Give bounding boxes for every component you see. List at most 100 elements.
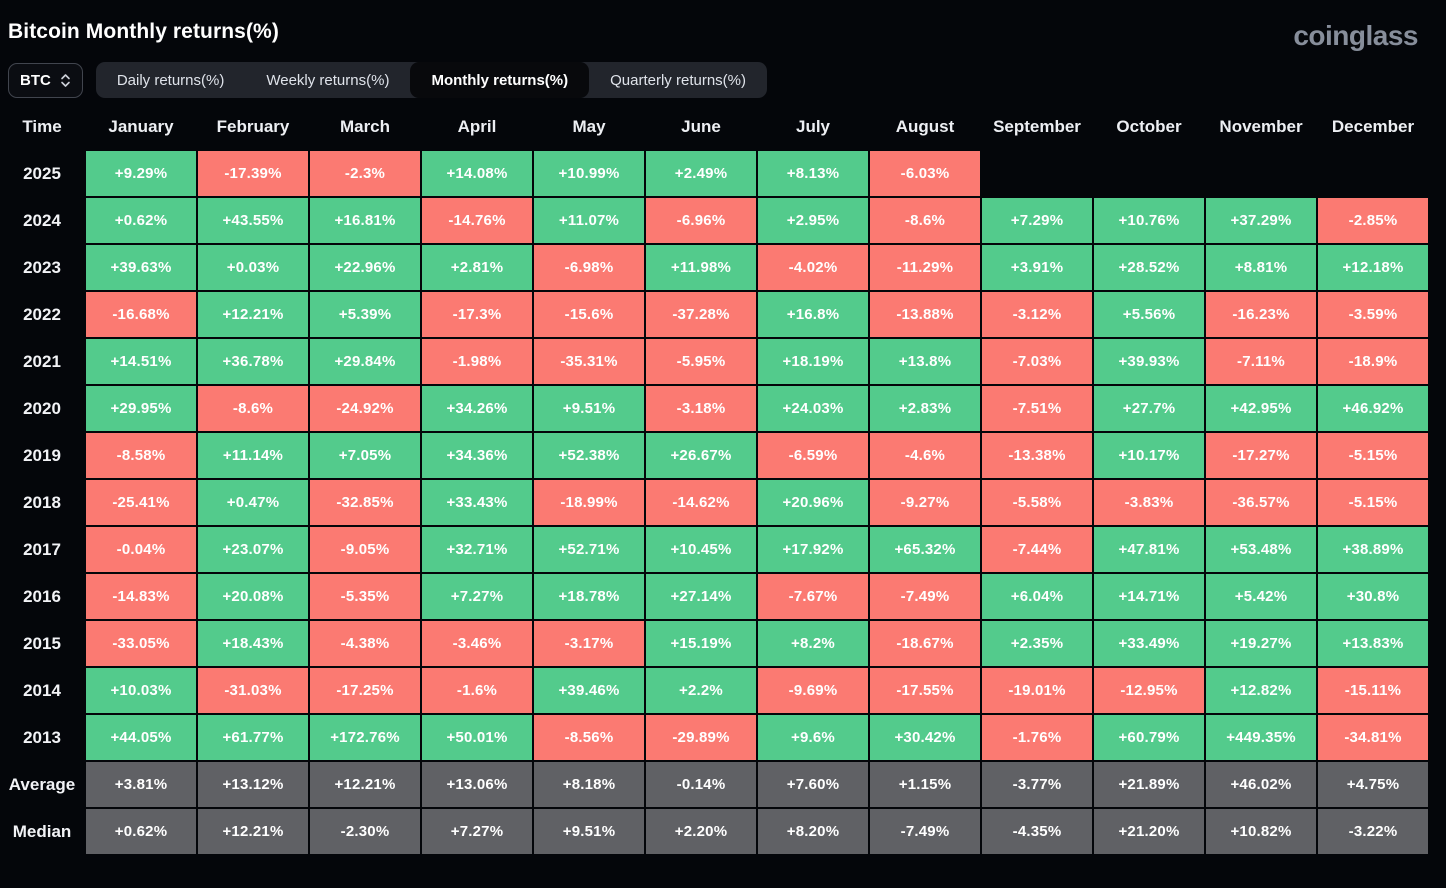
row-label: 2018 xyxy=(23,492,61,512)
return-cell: +7.27% xyxy=(422,809,532,854)
return-cell: +18.43% xyxy=(198,621,308,666)
tab-monthly-returns[interactable]: Monthly returns(%) xyxy=(410,62,590,98)
row-label: Median xyxy=(12,821,72,841)
return-cell: -15.6% xyxy=(534,292,644,337)
return-cell: +46.92% xyxy=(1318,386,1428,431)
return-cell: +65.32% xyxy=(870,527,980,572)
return-cell: +21.20% xyxy=(1094,809,1204,854)
return-cell: +13.83% xyxy=(1318,621,1428,666)
return-cell: +3.81% xyxy=(86,762,196,807)
return-cell: +24.03% xyxy=(758,386,868,431)
return-cell: -5.15% xyxy=(1318,480,1428,525)
column-header: March xyxy=(339,116,391,136)
return-cell: +27.7% xyxy=(1094,386,1204,431)
return-cell: +5.56% xyxy=(1094,292,1204,337)
return-cell: -25.41% xyxy=(86,480,196,525)
return-cell: +14.08% xyxy=(422,151,532,196)
return-cell: +20.96% xyxy=(758,480,868,525)
return-cell: +7.60% xyxy=(758,762,868,807)
return-cell: -3.59% xyxy=(1318,292,1428,337)
return-cell: +34.36% xyxy=(422,433,532,478)
return-cell: +7.27% xyxy=(422,574,532,619)
return-cell: -4.38% xyxy=(310,621,420,666)
return-cell: -17.39% xyxy=(198,151,308,196)
return-cell: +15.19% xyxy=(646,621,756,666)
return-cell: +1.15% xyxy=(870,762,980,807)
return-cell: -3.18% xyxy=(646,386,756,431)
return-cell: +10.99% xyxy=(534,151,644,196)
return-cell: +10.17% xyxy=(1094,433,1204,478)
return-cell: -1.98% xyxy=(422,339,532,384)
return-cell: +0.03% xyxy=(198,245,308,290)
column-header: August xyxy=(895,116,955,136)
row-label: 2016 xyxy=(23,586,61,606)
symbol-select[interactable]: BTC xyxy=(8,62,83,98)
return-cell: +33.43% xyxy=(422,480,532,525)
row-label: 2019 xyxy=(23,445,61,465)
return-cell: -8.6% xyxy=(870,198,980,243)
return-cell: +2.83% xyxy=(870,386,980,431)
return-cell: -8.58% xyxy=(86,433,196,478)
return-cell: +12.21% xyxy=(198,292,308,337)
return-cell: +13.12% xyxy=(198,762,308,807)
return-cell: +9.51% xyxy=(534,809,644,854)
return-cell: +11.98% xyxy=(646,245,756,290)
return-cell: -31.03% xyxy=(198,668,308,713)
return-cell: +2.49% xyxy=(646,151,756,196)
return-cell: +19.27% xyxy=(1206,621,1316,666)
return-cell: -6.59% xyxy=(758,433,868,478)
return-cell: -3.77% xyxy=(982,762,1092,807)
return-cell: -9.27% xyxy=(870,480,980,525)
return-cell: -35.31% xyxy=(534,339,644,384)
return-cell: -12.95% xyxy=(1094,668,1204,713)
return-cell: -13.88% xyxy=(870,292,980,337)
return-cell: -17.25% xyxy=(310,668,420,713)
return-cell: -18.9% xyxy=(1318,339,1428,384)
tab-weekly-returns[interactable]: Weekly returns(%) xyxy=(245,62,410,98)
tab-daily-returns[interactable]: Daily returns(%) xyxy=(96,62,246,98)
return-cell: +11.07% xyxy=(534,198,644,243)
return-cell: +39.93% xyxy=(1094,339,1204,384)
return-cell: +16.8% xyxy=(758,292,868,337)
return-cell: -7.44% xyxy=(982,527,1092,572)
page-header: Bitcoin Monthly returns(%) coinglass xyxy=(0,0,1446,62)
return-cell: -14.62% xyxy=(646,480,756,525)
return-cell: +61.77% xyxy=(198,715,308,760)
column-header: December xyxy=(1331,116,1415,136)
row-label: 2023 xyxy=(23,257,61,277)
return-cell: +29.95% xyxy=(86,386,196,431)
return-cell: -1.6% xyxy=(422,668,532,713)
return-cell: +42.95% xyxy=(1206,386,1316,431)
return-cell: -9.05% xyxy=(310,527,420,572)
return-cell: -3.17% xyxy=(534,621,644,666)
return-cell: +23.07% xyxy=(198,527,308,572)
return-cell: +53.48% xyxy=(1206,527,1316,572)
row-label: 2014 xyxy=(23,680,61,700)
return-cell: +52.38% xyxy=(534,433,644,478)
return-cell: -33.05% xyxy=(86,621,196,666)
return-cell: -16.23% xyxy=(1206,292,1316,337)
return-cell: +11.14% xyxy=(198,433,308,478)
return-cell: +5.39% xyxy=(310,292,420,337)
return-cell: -6.03% xyxy=(870,151,980,196)
tab-quarterly-returns[interactable]: Quarterly returns(%) xyxy=(589,62,767,98)
return-cell: -6.98% xyxy=(534,245,644,290)
symbol-select-value: BTC xyxy=(20,71,51,89)
return-cell: +0.62% xyxy=(86,809,196,854)
return-cell: +5.42% xyxy=(1206,574,1316,619)
return-cell: +17.92% xyxy=(758,527,868,572)
return-cell: +27.14% xyxy=(646,574,756,619)
return-cell: +8.81% xyxy=(1206,245,1316,290)
column-header: January xyxy=(108,116,174,136)
return-cell: -19.01% xyxy=(982,668,1092,713)
return-cell: +18.78% xyxy=(534,574,644,619)
return-cell: -7.49% xyxy=(870,809,980,854)
return-cell: -34.81% xyxy=(1318,715,1428,760)
return-cell: +8.13% xyxy=(758,151,868,196)
return-cell: -4.35% xyxy=(982,809,1092,854)
return-cell: -7.51% xyxy=(982,386,1092,431)
row-label: 2024 xyxy=(23,210,61,230)
return-cell: +7.29% xyxy=(982,198,1092,243)
return-cell: +30.8% xyxy=(1318,574,1428,619)
